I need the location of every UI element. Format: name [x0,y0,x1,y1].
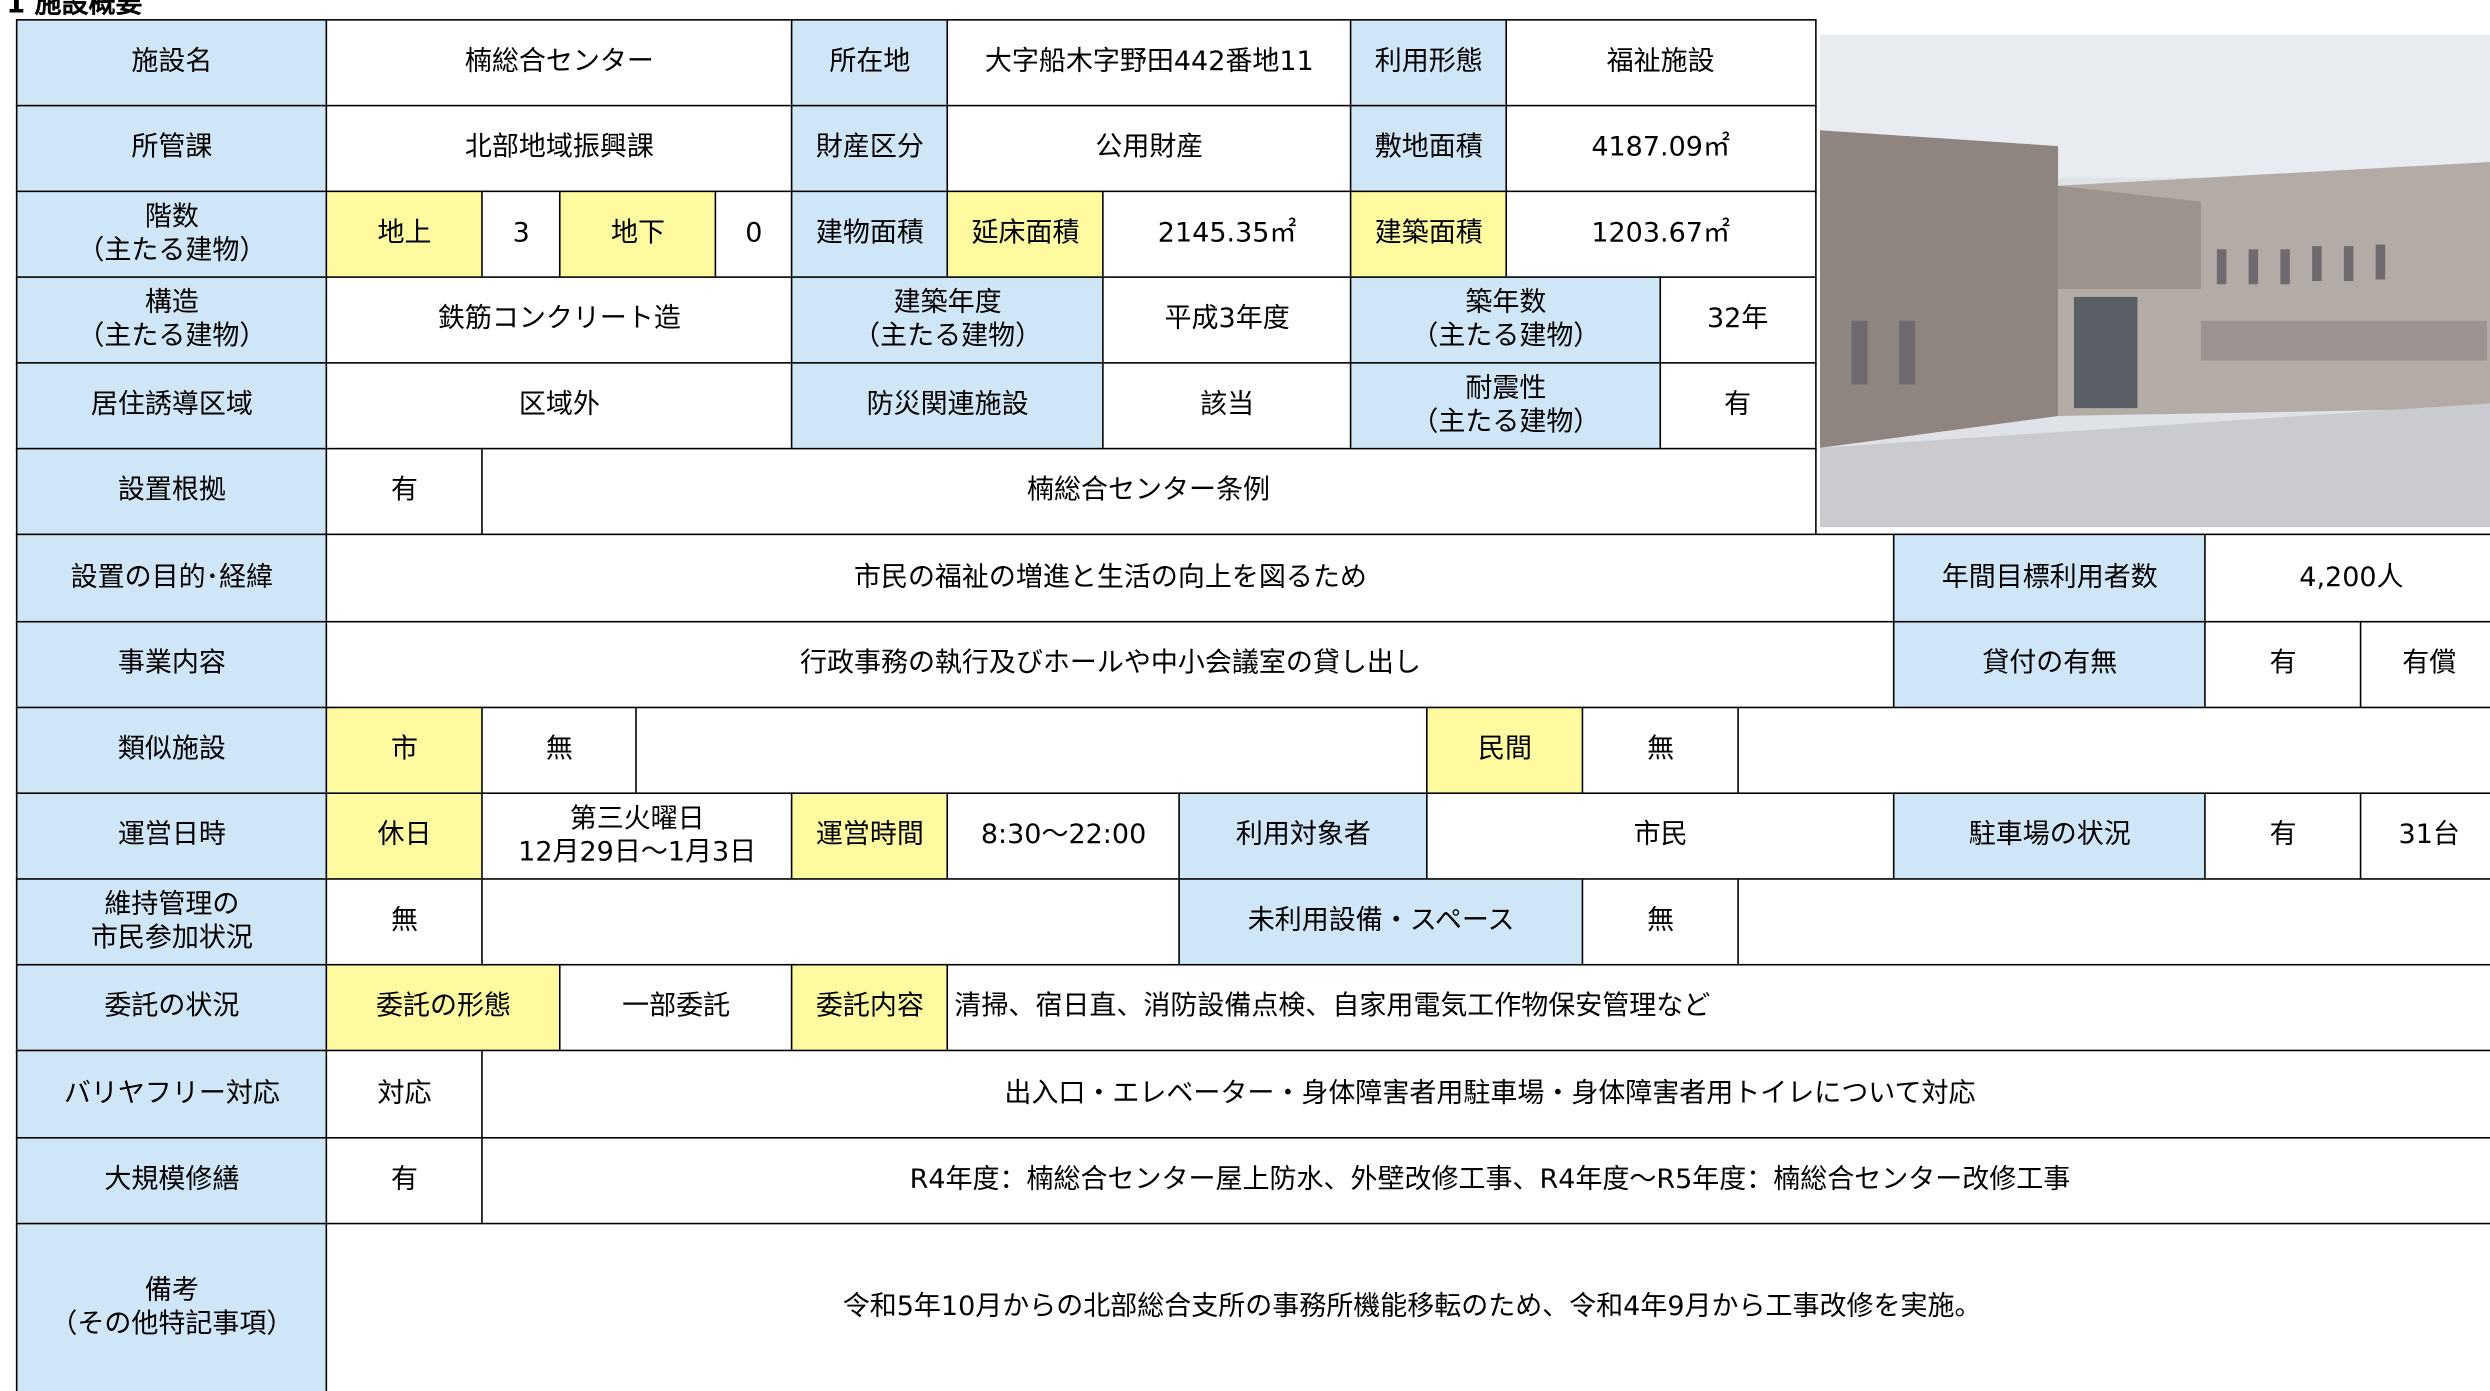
subheader-cell: 運営時間 [790,792,949,881]
value-cell: 有 [325,1137,484,1226]
header-cell: 築年数 （主たる建物） [1349,276,1662,365]
value-cell: 平成3年度 [1102,276,1353,365]
value-cell: 0 [714,190,794,279]
subheader-cell: 委託内容 [790,963,949,1053]
header-cell: 所在地 [790,19,949,108]
value-cell: 市民 [1426,792,1896,881]
header-cell: 利用形態 [1349,19,1508,108]
value-cell: 楠総合センター [325,19,794,108]
empty-cell [481,878,1181,967]
empty-cell [1737,706,2490,795]
value-cell: 無 [481,706,638,795]
value-cell: 対応 [325,1049,484,1140]
header-cell: 設置根拠 [15,447,328,536]
value-cell: 有償 [2359,620,2490,710]
empty-cell [1737,878,2490,967]
value-cell: 公用財産 [946,104,1353,193]
value-cell: 2145.35㎡ [1102,190,1353,279]
subheader-cell: 休日 [325,792,484,881]
value-cell: 有 [325,447,484,536]
header-cell: 利用対象者 [1178,792,1429,881]
header-cell: 事業内容 [15,620,328,710]
value-cell: 3 [481,190,562,279]
facility-photo [1819,34,2490,528]
value-cell: 無 [325,878,484,967]
header-cell: 防災関連施設 [790,362,1105,451]
value-cell: 鉄筋コンクリート造 [325,276,794,365]
header-cell: バリヤフリー対応 [15,1049,328,1140]
subheader-cell: 地下 [558,190,717,279]
header-cell: 大規模修繕 [15,1137,328,1226]
header-cell: 年間目標利用者数 [1892,533,2207,624]
value-cell: 1203.67㎡ [1505,190,1816,279]
section-title: 1 施設概要 [6,0,143,21]
value-cell: 第三火曜日 12月29日～1月3日 [481,792,794,881]
value-cell: 31台 [2359,792,2490,881]
header-cell: 維持管理の 市民参加状況 [15,878,328,967]
value-cell: 有 [1659,362,1816,451]
value-cell: 4187.09㎡ [1505,104,1816,193]
value-cell: 区域外 [325,362,794,451]
subheader-cell: 市 [325,706,484,795]
header-cell: 貸付の有無 [1892,620,2207,710]
header-cell: 備考 （その他特記事項） [15,1222,328,1391]
value-cell: R4年度：楠総合センター屋上防水、外壁改修工事、R4年度～R5年度：楠総合センタ… [481,1137,2490,1226]
value-cell: 8:30～22:00 [946,792,1181,881]
value-cell: 32年 [1659,276,1816,365]
header-cell: 財産区分 [790,104,949,193]
header-cell: 駐車場の状況 [1892,792,2207,881]
subheader-cell: 委託の形態 [325,963,562,1053]
header-cell: 類似施設 [15,706,328,795]
value-cell: 出入口・エレベーター・身体障害者用駐車場・身体障害者用トイレについて対応 [481,1049,2490,1140]
value-cell: 有 [2204,792,2363,881]
value-cell: 清掃、宿日直、消防設備点検、自家用電気工作物保安管理など [946,963,2490,1053]
value-cell: 無 [1581,706,1740,795]
header-cell: 構造 （主たる建物） [15,276,328,365]
value-cell: 福祉施設 [1505,19,1816,108]
header-cell: 委託の状況 [15,963,328,1053]
subheader-cell: 民間 [1426,706,1585,795]
header-cell: 設置の目的･経緯 [15,533,328,624]
header-cell: 階数 （主たる建物） [15,190,328,279]
value-cell: 行政事務の執行及びホールや中小会議室の貸し出し [325,620,1896,710]
subheader-cell: 延床面積 [946,190,1105,279]
value-cell: 北部地域振興課 [325,104,794,193]
value-cell: 令和5年10月からの北部総合支所の事務所機能移転のため、令和4年9月から工事改修… [325,1222,2490,1391]
header-cell: 居住誘導区域 [15,362,328,451]
value-cell: 楠総合センター条例 [481,447,1816,536]
header-cell: 建築年度 （主たる建物） [790,276,1105,365]
header-cell: 運営日時 [15,792,328,881]
header-cell: 所管課 [15,104,328,193]
header-cell: 敷地面積 [1349,104,1508,193]
header-cell: 未利用設備・スペース [1178,878,1585,967]
header-cell: 施設名 [15,19,328,108]
empty-cell [635,706,1429,795]
value-cell: 一部委託 [558,963,794,1053]
subheader-cell: 地上 [325,190,484,279]
header-cell: 建物面積 [790,190,949,279]
value-cell: 有 [2204,620,2363,710]
value-cell: 該当 [1102,362,1353,451]
value-cell: 無 [1581,878,1740,967]
subheader-cell: 建築面積 [1349,190,1508,279]
value-cell: 市民の福祉の増進と生活の向上を図るため [325,533,1896,624]
header-cell: 耐震性 （主たる建物） [1349,362,1662,451]
value-cell: 大字船木字野田442番地11 [946,19,1353,108]
value-cell: 4,200人 [2204,533,2490,624]
